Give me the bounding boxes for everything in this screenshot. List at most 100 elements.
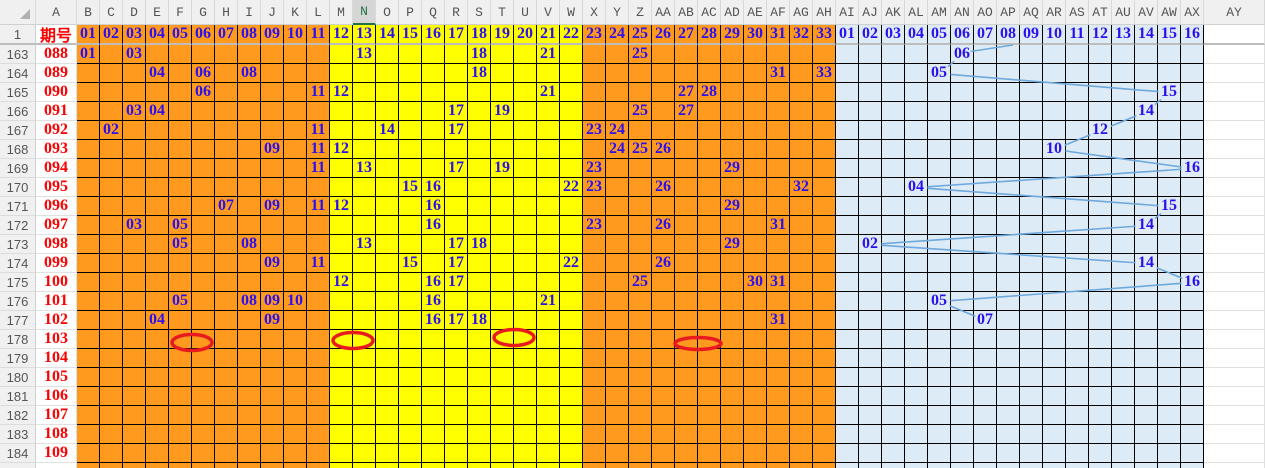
cell[interactable] <box>1181 311 1204 330</box>
cell[interactable] <box>675 159 698 178</box>
cell[interactable] <box>1158 102 1181 121</box>
cell[interactable] <box>123 444 146 463</box>
red-number-header[interactable]: 23 <box>583 25 606 45</box>
column-header-s[interactable]: S <box>468 0 491 25</box>
cell[interactable] <box>1043 102 1066 121</box>
red-ball-number[interactable]: 18 <box>468 311 491 330</box>
blue-ball-number[interactable]: 02 <box>859 235 882 254</box>
cell[interactable] <box>261 64 284 83</box>
cell[interactable] <box>1204 368 1265 387</box>
cell[interactable] <box>376 197 399 216</box>
cell[interactable] <box>399 425 422 444</box>
cell[interactable] <box>1043 83 1066 102</box>
cell[interactable] <box>583 387 606 406</box>
cell[interactable] <box>1181 197 1204 216</box>
cell[interactable] <box>353 292 376 311</box>
red-number-header[interactable]: 31 <box>767 25 790 45</box>
cell[interactable] <box>652 387 675 406</box>
period-cell[interactable]: 093 <box>36 140 77 159</box>
cell[interactable] <box>1112 254 1135 273</box>
cell[interactable] <box>698 349 721 368</box>
cell[interactable] <box>560 292 583 311</box>
red-ball-number[interactable]: 12 <box>330 140 353 159</box>
period-cell[interactable]: 097 <box>36 216 77 235</box>
red-ball-number[interactable]: 17 <box>445 254 468 273</box>
cell[interactable] <box>1043 349 1066 368</box>
cell[interactable] <box>514 121 537 140</box>
red-ball-number[interactable]: 32 <box>790 178 813 197</box>
cell[interactable] <box>491 197 514 216</box>
cell[interactable] <box>1181 140 1204 159</box>
cell[interactable] <box>399 197 422 216</box>
cell[interactable] <box>1181 45 1204 64</box>
cell[interactable] <box>445 216 468 235</box>
cell[interactable] <box>675 444 698 463</box>
cell[interactable] <box>1020 178 1043 197</box>
column-header-au[interactable]: AU <box>1112 0 1135 25</box>
cell[interactable] <box>721 368 744 387</box>
cell[interactable] <box>1066 292 1089 311</box>
cell[interactable] <box>261 444 284 463</box>
cell[interactable] <box>813 406 836 425</box>
cell[interactable] <box>514 463 537 468</box>
cell[interactable] <box>537 235 560 254</box>
cell[interactable] <box>721 102 744 121</box>
cell[interactable] <box>606 235 629 254</box>
cell[interactable] <box>882 311 905 330</box>
cell[interactable] <box>997 311 1020 330</box>
red-ball-number[interactable]: 07 <box>215 197 238 216</box>
red-ball-number[interactable]: 25 <box>629 45 652 64</box>
cell[interactable] <box>1112 121 1135 140</box>
cell[interactable] <box>997 216 1020 235</box>
cell[interactable] <box>629 121 652 140</box>
cell[interactable] <box>905 64 928 83</box>
cell[interactable] <box>974 406 997 425</box>
cell[interactable] <box>583 311 606 330</box>
cell[interactable] <box>744 292 767 311</box>
cell[interactable] <box>606 292 629 311</box>
red-ball-number[interactable]: 31 <box>767 311 790 330</box>
cell[interactable] <box>1066 235 1089 254</box>
red-ball-number[interactable]: 18 <box>468 45 491 64</box>
cell[interactable] <box>767 140 790 159</box>
cell[interactable] <box>100 159 123 178</box>
cell[interactable] <box>330 45 353 64</box>
cell[interactable] <box>330 64 353 83</box>
cell[interactable] <box>767 102 790 121</box>
row-header-171[interactable]: 171 <box>0 197 36 216</box>
cell[interactable] <box>491 140 514 159</box>
cell[interactable] <box>192 235 215 254</box>
cell[interactable] <box>1066 64 1089 83</box>
cell[interactable] <box>261 387 284 406</box>
cell[interactable] <box>767 254 790 273</box>
cell[interactable] <box>1204 254 1265 273</box>
cell[interactable] <box>1112 387 1135 406</box>
cell[interactable] <box>468 406 491 425</box>
cell[interactable] <box>422 45 445 64</box>
cell[interactable] <box>353 64 376 83</box>
cell[interactable] <box>422 254 445 273</box>
cell[interactable] <box>928 425 951 444</box>
cell[interactable] <box>261 121 284 140</box>
cell[interactable] <box>1158 387 1181 406</box>
cell[interactable] <box>1158 64 1181 83</box>
cell[interactable] <box>997 254 1020 273</box>
cell[interactable] <box>1112 463 1135 468</box>
cell[interactable] <box>836 330 859 349</box>
cell[interactable] <box>721 254 744 273</box>
cell[interactable] <box>376 349 399 368</box>
red-ball-number[interactable]: 31 <box>767 216 790 235</box>
cell[interactable] <box>859 330 882 349</box>
cell[interactable] <box>744 121 767 140</box>
cell[interactable] <box>215 311 238 330</box>
cell[interactable] <box>77 273 100 292</box>
cell[interactable] <box>77 425 100 444</box>
cell[interactable] <box>767 45 790 64</box>
red-ball-number[interactable]: 16 <box>422 292 445 311</box>
cell[interactable] <box>698 406 721 425</box>
cell[interactable] <box>468 216 491 235</box>
cell[interactable] <box>698 235 721 254</box>
period-cell[interactable]: 098 <box>36 235 77 254</box>
cell[interactable] <box>491 292 514 311</box>
cell[interactable] <box>445 197 468 216</box>
